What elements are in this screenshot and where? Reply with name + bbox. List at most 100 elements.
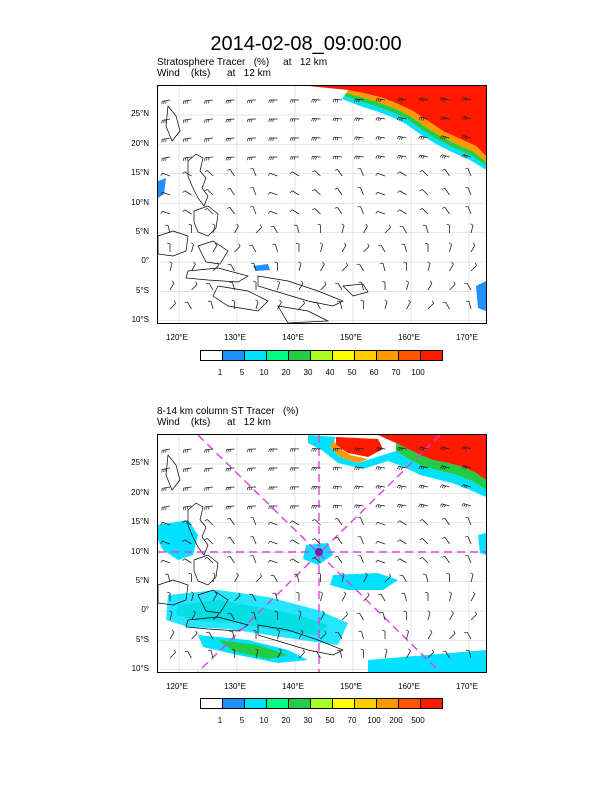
wind-barb-flag bbox=[418, 484, 421, 488]
wind-barb-flag bbox=[425, 591, 429, 594]
wind-barb bbox=[398, 135, 407, 139]
wind-barb-flag bbox=[400, 118, 403, 121]
wind-barb-flag bbox=[313, 137, 315, 141]
wind-barb bbox=[355, 485, 364, 488]
wind-barb-flag bbox=[268, 99, 270, 103]
wind-barb-flag bbox=[270, 448, 272, 452]
wind-barb-flag bbox=[259, 573, 262, 577]
wind-barb bbox=[212, 225, 216, 234]
bottom-tracer-red-patch bbox=[336, 437, 383, 457]
wind-barb bbox=[183, 448, 192, 451]
wind-barb bbox=[320, 263, 325, 272]
wind-barb-flag bbox=[291, 137, 294, 141]
bottom-map-canvas bbox=[158, 435, 486, 672]
wind-barb-flag bbox=[461, 116, 464, 120]
wind-barb-flag bbox=[336, 467, 339, 471]
wind-barb-flag bbox=[397, 171, 400, 175]
wind-barb-flag bbox=[227, 157, 229, 161]
wind-barb-flag bbox=[204, 189, 208, 192]
wind-barb bbox=[441, 465, 450, 469]
wind-barb-flag bbox=[431, 300, 434, 304]
wind-barb bbox=[314, 538, 321, 545]
wind-barb-flag bbox=[334, 156, 337, 160]
wind-barb-flag bbox=[345, 611, 348, 615]
wind-barb bbox=[337, 537, 343, 545]
wind-barb-flag bbox=[173, 649, 176, 653]
wind-barb-flag bbox=[334, 207, 338, 209]
wind-barb-flag bbox=[377, 504, 380, 508]
wind-barb bbox=[420, 446, 429, 450]
wind-barb-flag bbox=[167, 242, 171, 245]
wind-barb bbox=[191, 633, 198, 640]
wind-barb bbox=[255, 227, 262, 234]
wind-barb-flag bbox=[420, 98, 423, 102]
wind-barb bbox=[162, 210, 171, 215]
wind-barb-flag bbox=[463, 503, 466, 507]
wind-barb bbox=[463, 503, 472, 507]
wind-barb bbox=[183, 467, 192, 470]
wind-barb-flag bbox=[439, 503, 443, 507]
wind-barb bbox=[183, 156, 192, 159]
wind-barb-flag bbox=[431, 649, 434, 653]
wind-barb-flag bbox=[311, 467, 313, 471]
wind-barb-flag bbox=[255, 648, 259, 651]
wind-barb-flag bbox=[443, 136, 446, 140]
wind-barb bbox=[232, 282, 235, 291]
wind-barb bbox=[320, 593, 323, 602]
wind-barb-flag bbox=[227, 487, 229, 491]
wind-barb-flag bbox=[420, 117, 423, 121]
wind-barb-flag bbox=[397, 539, 400, 543]
wind-barb bbox=[399, 539, 407, 545]
colorbar-swatch bbox=[420, 350, 443, 361]
wind-barb-flag bbox=[448, 242, 452, 245]
wind-barb-flag bbox=[472, 591, 476, 595]
wind-barb-flag bbox=[190, 591, 194, 594]
colorbar-swatch bbox=[244, 350, 267, 361]
wind-barb-flag bbox=[255, 299, 259, 302]
wind-barb-flag bbox=[311, 118, 313, 122]
wind-barb-flag bbox=[422, 117, 425, 121]
wind-barb-flag bbox=[227, 506, 229, 510]
wind-barb-flag bbox=[418, 446, 421, 450]
top-lon-120e: 120°E bbox=[166, 333, 188, 342]
wind-barb bbox=[206, 170, 214, 177]
wind-barb-flag bbox=[418, 465, 421, 469]
wind-barb-flag bbox=[236, 223, 239, 227]
wind-barb-flag bbox=[400, 99, 403, 102]
wind-barb-flag bbox=[315, 467, 317, 471]
wind-barb-flag bbox=[429, 280, 433, 284]
wind-barb-flag bbox=[418, 97, 421, 101]
top-cbar-label-10: 10 bbox=[259, 368, 269, 377]
wind-barb-flag bbox=[311, 156, 313, 160]
wind-barb-flag bbox=[356, 137, 358, 141]
top-wind-barbs bbox=[160, 97, 477, 310]
wind-barb-flag bbox=[400, 137, 403, 140]
wind-barb bbox=[384, 227, 391, 234]
wind-barb-flag bbox=[311, 99, 313, 103]
wind-barb-flag bbox=[461, 154, 464, 158]
bottom-lat-20n: 20°N bbox=[131, 488, 149, 497]
wind-barb-flag bbox=[270, 156, 272, 160]
wind-barb-flag bbox=[291, 486, 294, 490]
wind-barb-flag bbox=[270, 505, 272, 509]
wind-barb-flag bbox=[396, 504, 399, 508]
wind-barb bbox=[316, 301, 321, 310]
wind-barb-flag bbox=[356, 448, 358, 452]
wind-barb-flag bbox=[267, 211, 271, 214]
wind-barb bbox=[275, 244, 278, 253]
wind-barb-flag bbox=[250, 468, 253, 472]
wind-barb-flag bbox=[227, 537, 231, 539]
wind-barb bbox=[210, 301, 214, 310]
top-lon-170e: 170°E bbox=[456, 333, 478, 342]
bottom-subtitle-wind: Wind (kts) at 12 km bbox=[157, 417, 271, 428]
top-lon-130e: 130°E bbox=[224, 333, 246, 342]
wind-barb-flag bbox=[441, 155, 445, 159]
wind-barb-flag bbox=[365, 572, 368, 576]
wind-barb-flag bbox=[461, 97, 464, 101]
wind-barb bbox=[421, 557, 429, 564]
wind-barb-flag bbox=[184, 301, 188, 304]
bottom-cbar-label-100: 100 bbox=[367, 716, 381, 725]
wind-barb bbox=[226, 99, 235, 101]
wind-barb-flag bbox=[334, 448, 337, 452]
wind-barb-flag bbox=[293, 448, 296, 452]
